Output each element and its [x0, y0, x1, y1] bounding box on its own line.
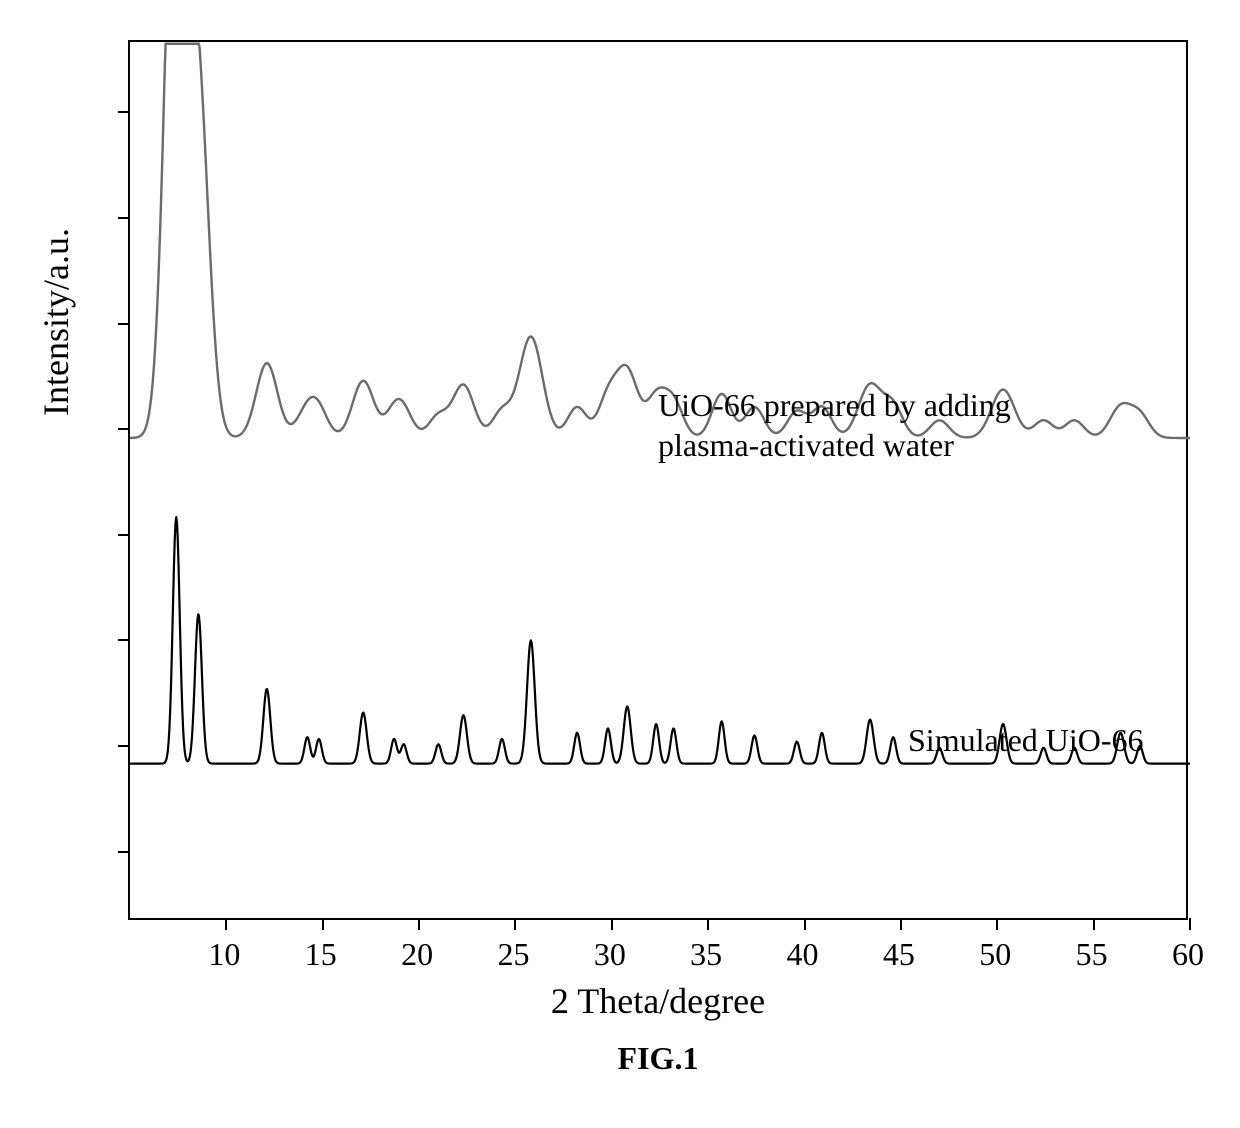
y-axis-label: Intensity/a.u.	[35, 228, 77, 416]
xtick-label: 55	[1076, 936, 1108, 973]
xtick-label: 15	[305, 936, 337, 973]
xtick	[514, 918, 516, 930]
series-label-experimental: UiO-66 prepared by adding plasma-activat…	[658, 385, 1011, 465]
ytick	[118, 639, 130, 641]
ytick	[118, 323, 130, 325]
ytick	[118, 534, 130, 536]
xtick	[996, 918, 998, 930]
xtick-label: 25	[497, 936, 529, 973]
xtick	[707, 918, 709, 930]
series-experimental	[130, 44, 1190, 438]
xtick-label: 50	[979, 936, 1011, 973]
xtick	[1189, 918, 1191, 930]
xtick-label: 40	[787, 936, 819, 973]
xtick	[418, 918, 420, 930]
xtick-label: 35	[690, 936, 722, 973]
xtick	[225, 918, 227, 930]
plot-svg	[130, 42, 1190, 922]
x-axis-label: 2 Theta/degree	[551, 980, 765, 1022]
ytick	[118, 851, 130, 853]
ytick	[118, 428, 130, 430]
xtick	[1093, 918, 1095, 930]
xtick-label: 20	[401, 936, 433, 973]
xtick	[611, 918, 613, 930]
series-label-simulated: Simulated UiO-66	[908, 720, 1144, 760]
plot-area	[128, 40, 1188, 920]
xtick	[804, 918, 806, 930]
ytick	[118, 745, 130, 747]
xtick-label: 30	[594, 936, 626, 973]
ytick	[118, 111, 130, 113]
figure-caption: FIG.1	[618, 1040, 699, 1077]
xtick	[900, 918, 902, 930]
xtick	[322, 918, 324, 930]
xtick-label: 60	[1172, 936, 1204, 973]
xtick-label: 10	[208, 936, 240, 973]
ytick	[118, 217, 130, 219]
xtick-label: 45	[883, 936, 915, 973]
figure-container: Intensity/a.u. 2 Theta/degree FIG.1 UiO-…	[0, 0, 1240, 1128]
